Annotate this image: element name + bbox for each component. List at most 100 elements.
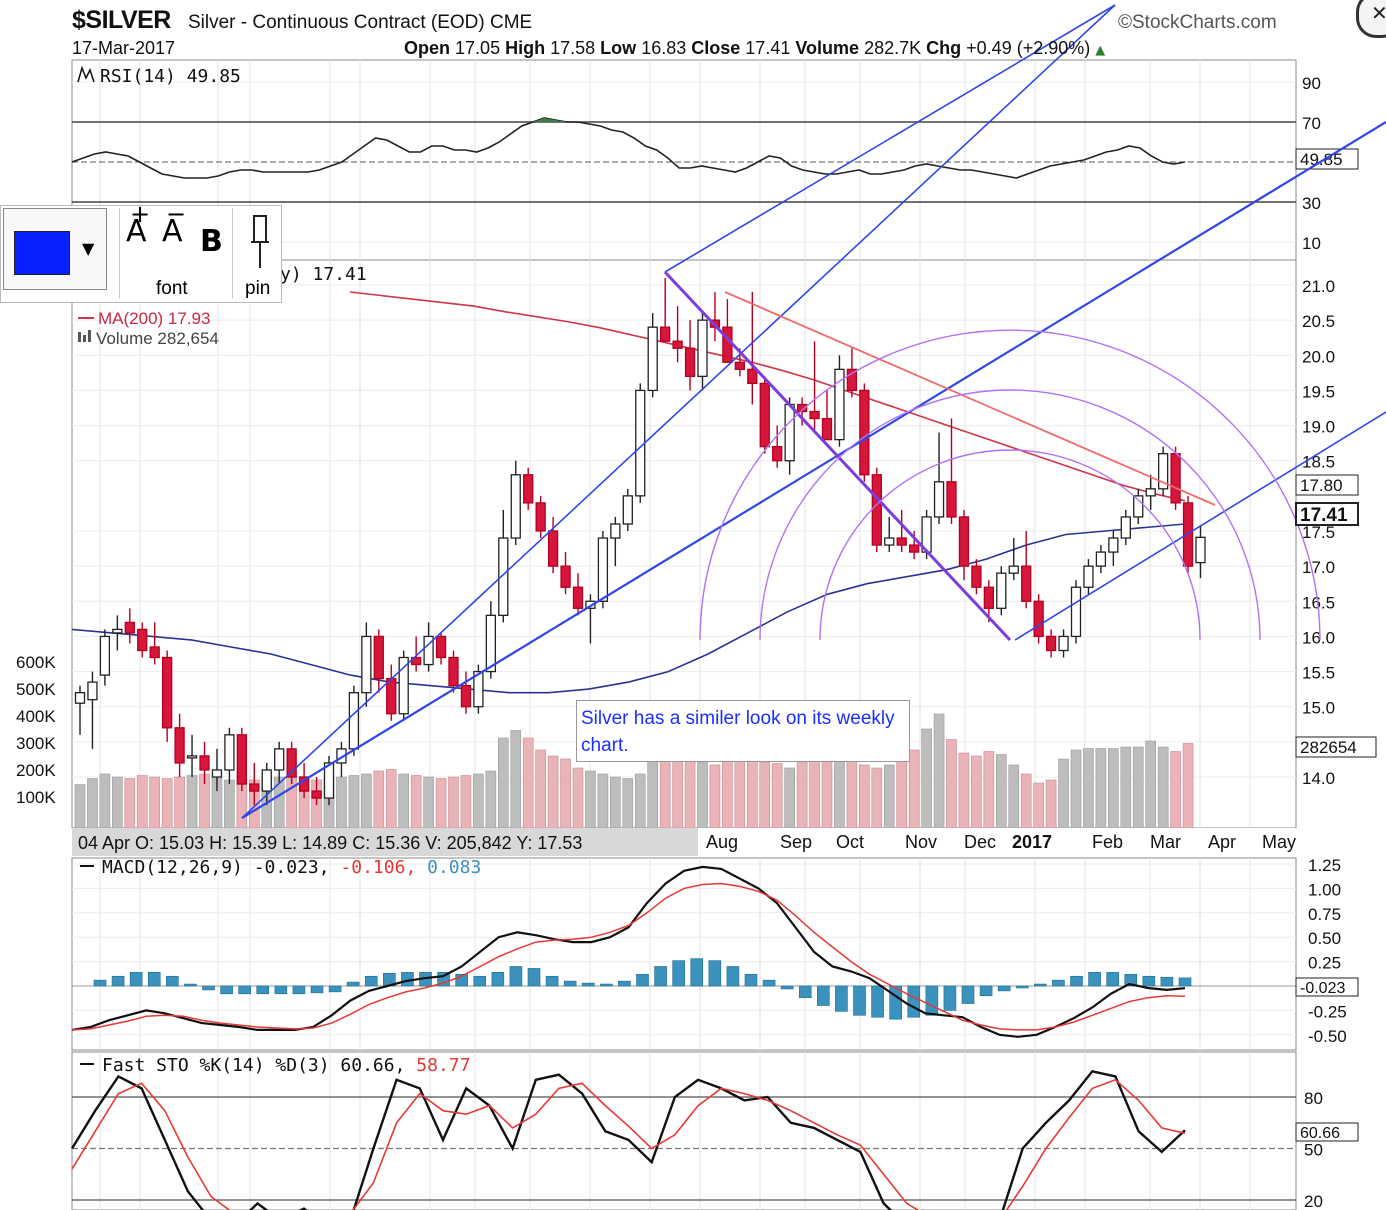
candle-body [684,347,696,378]
volume-bar [746,760,758,829]
macd-current-box [1295,977,1359,997]
volume-bar [473,773,484,829]
candle-body [1033,600,1044,638]
volume-bar [224,779,235,829]
macd-histogram-bar [509,966,523,987]
volume-bar [1058,758,1069,829]
macd-histogram-bar [636,973,649,987]
chart-annotation[interactable]: Silver has a similer look on its weekly … [576,700,910,762]
volume-bar [1108,748,1119,829]
candle-body [1120,516,1131,539]
macd-histogram-bar [1034,983,1047,987]
candle-body [884,537,895,546]
channel-line-lower [1014,411,1386,641]
pin-label: pin [245,278,271,299]
volume-legend-icon [88,330,91,342]
macd-histogram-bar [1088,972,1101,987]
fibonacci-arc [819,449,1201,641]
macd-histogram-bar [527,968,541,987]
volume-bar [722,758,733,829]
candle-body [734,361,745,370]
candle-body [398,656,409,715]
macd-tick-label: -0.25 [1308,1002,1347,1021]
candle-body [435,635,447,659]
open-value: 17.05 [455,38,501,58]
macd-histogram-bar [491,972,505,987]
volume-bar [161,778,173,829]
volume-bar [1182,743,1194,829]
volume-bar [1120,746,1132,829]
macd-signal-line [71,882,1186,1031]
volume-bar [896,760,908,829]
price-close-label: 17.41 [1300,505,1348,526]
macd-histogram-bar [780,985,794,990]
macd-histogram-bar [726,966,740,987]
volume-tick-label: 600K [16,653,56,672]
x-tick-label: Aug [706,832,738,852]
macd-histogram-bar [328,985,342,993]
x-tick-label: Apr [1208,832,1236,852]
volume-bar [809,755,820,829]
macd-histogram-bar [1142,975,1156,987]
volume-bar [634,773,646,829]
font-label: font [156,278,188,299]
volume-bar [560,758,571,829]
macd-histogram-bar [871,985,884,1018]
font-decrease-button[interactable]: − A [162,200,187,249]
panel-frame [71,857,1297,1051]
volume-legend-icon [78,332,81,342]
macd-current-label: -0.023 [1300,980,1345,997]
macd-histogram-bar [798,985,812,999]
candle-body [485,614,497,673]
volume-bar [597,773,609,829]
volume-bar [522,737,534,829]
volume-bar [136,775,148,829]
sto-tick-label: 20 [1304,1192,1323,1210]
font-increase-button[interactable]: + A [126,200,151,249]
sto-current-box [1295,1122,1359,1142]
macd-histogram-bar [600,983,613,987]
volume-bar [99,773,111,829]
candle-body [199,755,210,771]
font-bold-button[interactable]: B [200,224,223,259]
chevron-down-icon[interactable]: ▼ [82,239,95,258]
pin-button[interactable]: pin [241,208,279,299]
candle-body [274,748,285,771]
pin-icon [251,215,269,268]
candle-body [286,748,297,778]
volume-bar [709,764,721,829]
volume-current-label: 282654 [1300,738,1357,757]
candle-body [909,544,920,553]
close-icon[interactable] [1356,0,1386,38]
channel-line-upper [241,4,1116,819]
candle-body [373,635,384,680]
volume-bar [398,773,410,829]
sto-tick-label: 50 [1304,1141,1323,1160]
volume-bar [373,770,385,829]
macd-histogram-bar [166,975,179,987]
volume-tick-label: 500K [16,680,56,699]
candle-body [361,635,372,694]
macd-histogram-bar [654,966,667,987]
macd-line [71,865,1186,1038]
volume-bar [124,778,136,829]
color-swatch[interactable] [14,231,70,275]
macd-tick-label: 0.25 [1308,954,1341,973]
color-picker[interactable]: ▼ [3,208,107,290]
price-tick-label: 20.0 [1302,347,1335,366]
low-value: 16.83 [641,38,687,58]
volume-bar [435,778,447,829]
price-tick-label: 21.0 [1302,277,1335,296]
price-current-box [1295,474,1359,496]
volume-bar [348,775,360,829]
candle-body [1045,635,1057,652]
candle-body [622,495,633,525]
volume-bar [883,764,895,829]
candle-body [560,565,571,588]
volume-tick-label: 400K [16,707,56,726]
rsi-line [71,117,1186,179]
macd-histogram-bar [455,973,468,987]
volume-bar [535,749,546,829]
macd-histogram-bar [672,960,685,987]
macd-histogram-bar [238,985,251,995]
